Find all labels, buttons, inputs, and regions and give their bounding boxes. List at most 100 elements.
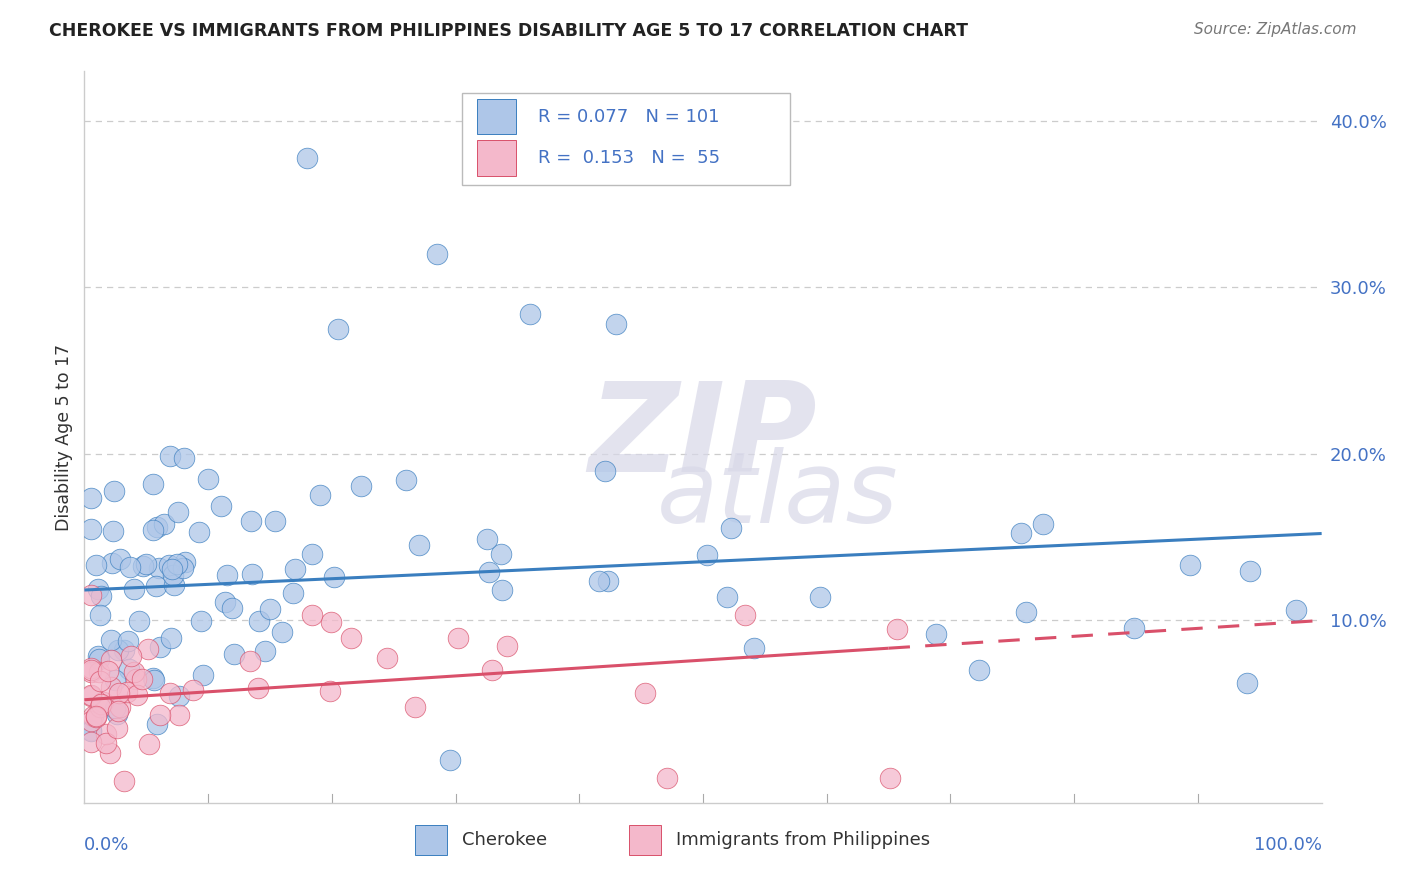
Point xyxy=(79,735,101,749)
Point xyxy=(655,771,678,785)
Point xyxy=(84,558,107,572)
Point xyxy=(145,579,167,593)
Point xyxy=(239,654,262,668)
Point xyxy=(1123,621,1146,635)
Point xyxy=(1032,516,1054,531)
Point xyxy=(162,568,184,582)
Point xyxy=(97,664,120,678)
Point xyxy=(395,473,418,487)
Text: Cherokee: Cherokee xyxy=(461,831,547,849)
Point xyxy=(169,707,191,722)
FancyBboxPatch shape xyxy=(415,825,447,855)
Point xyxy=(89,674,111,689)
Point xyxy=(222,647,245,661)
Point xyxy=(519,307,541,321)
FancyBboxPatch shape xyxy=(461,94,790,185)
Point xyxy=(301,547,323,561)
Point xyxy=(90,589,112,603)
Point xyxy=(322,570,344,584)
Point xyxy=(100,632,122,647)
Point xyxy=(108,700,131,714)
Point xyxy=(138,737,160,751)
Text: CHEROKEE VS IMMIGRANTS FROM PHILIPPINES DISABILITY AGE 5 TO 17 CORRELATION CHART: CHEROKEE VS IMMIGRANTS FROM PHILIPPINES … xyxy=(49,22,969,40)
Point xyxy=(214,595,236,609)
Point xyxy=(84,709,107,723)
Point xyxy=(112,774,135,789)
Point xyxy=(426,247,449,261)
Point xyxy=(105,706,128,721)
Point xyxy=(82,708,104,723)
Point xyxy=(183,683,205,698)
Point xyxy=(475,532,498,546)
Text: atlas: atlas xyxy=(657,447,898,544)
Point xyxy=(79,714,101,728)
Point xyxy=(79,723,101,738)
Point xyxy=(100,680,122,694)
Point xyxy=(404,700,426,714)
Point xyxy=(284,562,307,576)
Point xyxy=(271,625,294,640)
Point xyxy=(408,538,430,552)
Point xyxy=(135,557,157,571)
Point xyxy=(84,709,107,723)
Point xyxy=(489,547,512,561)
Point xyxy=(209,499,232,513)
Point xyxy=(326,322,349,336)
Point xyxy=(118,661,141,675)
Point xyxy=(481,663,503,677)
Point xyxy=(308,488,330,502)
Point xyxy=(886,623,908,637)
Point xyxy=(108,552,131,566)
Point xyxy=(107,643,129,657)
Point xyxy=(142,671,165,685)
Point xyxy=(239,514,262,528)
Point xyxy=(588,574,610,588)
Point xyxy=(122,665,145,680)
Point xyxy=(87,652,110,666)
Point xyxy=(191,668,214,682)
Point xyxy=(166,558,188,572)
Point xyxy=(96,726,118,740)
Point xyxy=(808,590,831,604)
Point xyxy=(79,491,101,505)
Point xyxy=(118,560,141,574)
Point xyxy=(263,514,285,528)
Text: R =  0.153   N =  55: R = 0.153 N = 55 xyxy=(538,149,720,167)
Point xyxy=(319,615,342,629)
Point xyxy=(101,524,124,538)
Y-axis label: Disability Age 5 to 17: Disability Age 5 to 17 xyxy=(55,343,73,531)
Point xyxy=(149,640,172,654)
Point xyxy=(79,689,101,703)
Point xyxy=(283,586,305,600)
Point xyxy=(172,561,194,575)
Point xyxy=(1178,558,1201,573)
Point xyxy=(318,684,340,698)
Text: Immigrants from Philippines: Immigrants from Philippines xyxy=(676,831,929,849)
Point xyxy=(112,643,135,657)
Text: Source: ZipAtlas.com: Source: ZipAtlas.com xyxy=(1194,22,1357,37)
Point xyxy=(1285,603,1308,617)
Point xyxy=(439,754,461,768)
Point xyxy=(162,578,184,592)
Point xyxy=(103,483,125,498)
Point xyxy=(605,317,627,331)
Point xyxy=(254,644,277,658)
Point xyxy=(1239,564,1261,578)
Point xyxy=(696,549,718,563)
FancyBboxPatch shape xyxy=(477,140,516,176)
Point xyxy=(169,690,191,704)
Point xyxy=(142,476,165,491)
Point xyxy=(89,700,111,714)
Point xyxy=(716,590,738,604)
Point xyxy=(148,561,170,575)
Point xyxy=(247,614,270,628)
Point xyxy=(879,771,901,785)
Point xyxy=(79,665,101,679)
Point xyxy=(240,567,263,582)
Point xyxy=(87,649,110,664)
Point xyxy=(146,520,169,534)
Point xyxy=(90,698,112,712)
Point xyxy=(100,746,122,760)
Point xyxy=(120,649,142,664)
Point xyxy=(634,686,657,700)
